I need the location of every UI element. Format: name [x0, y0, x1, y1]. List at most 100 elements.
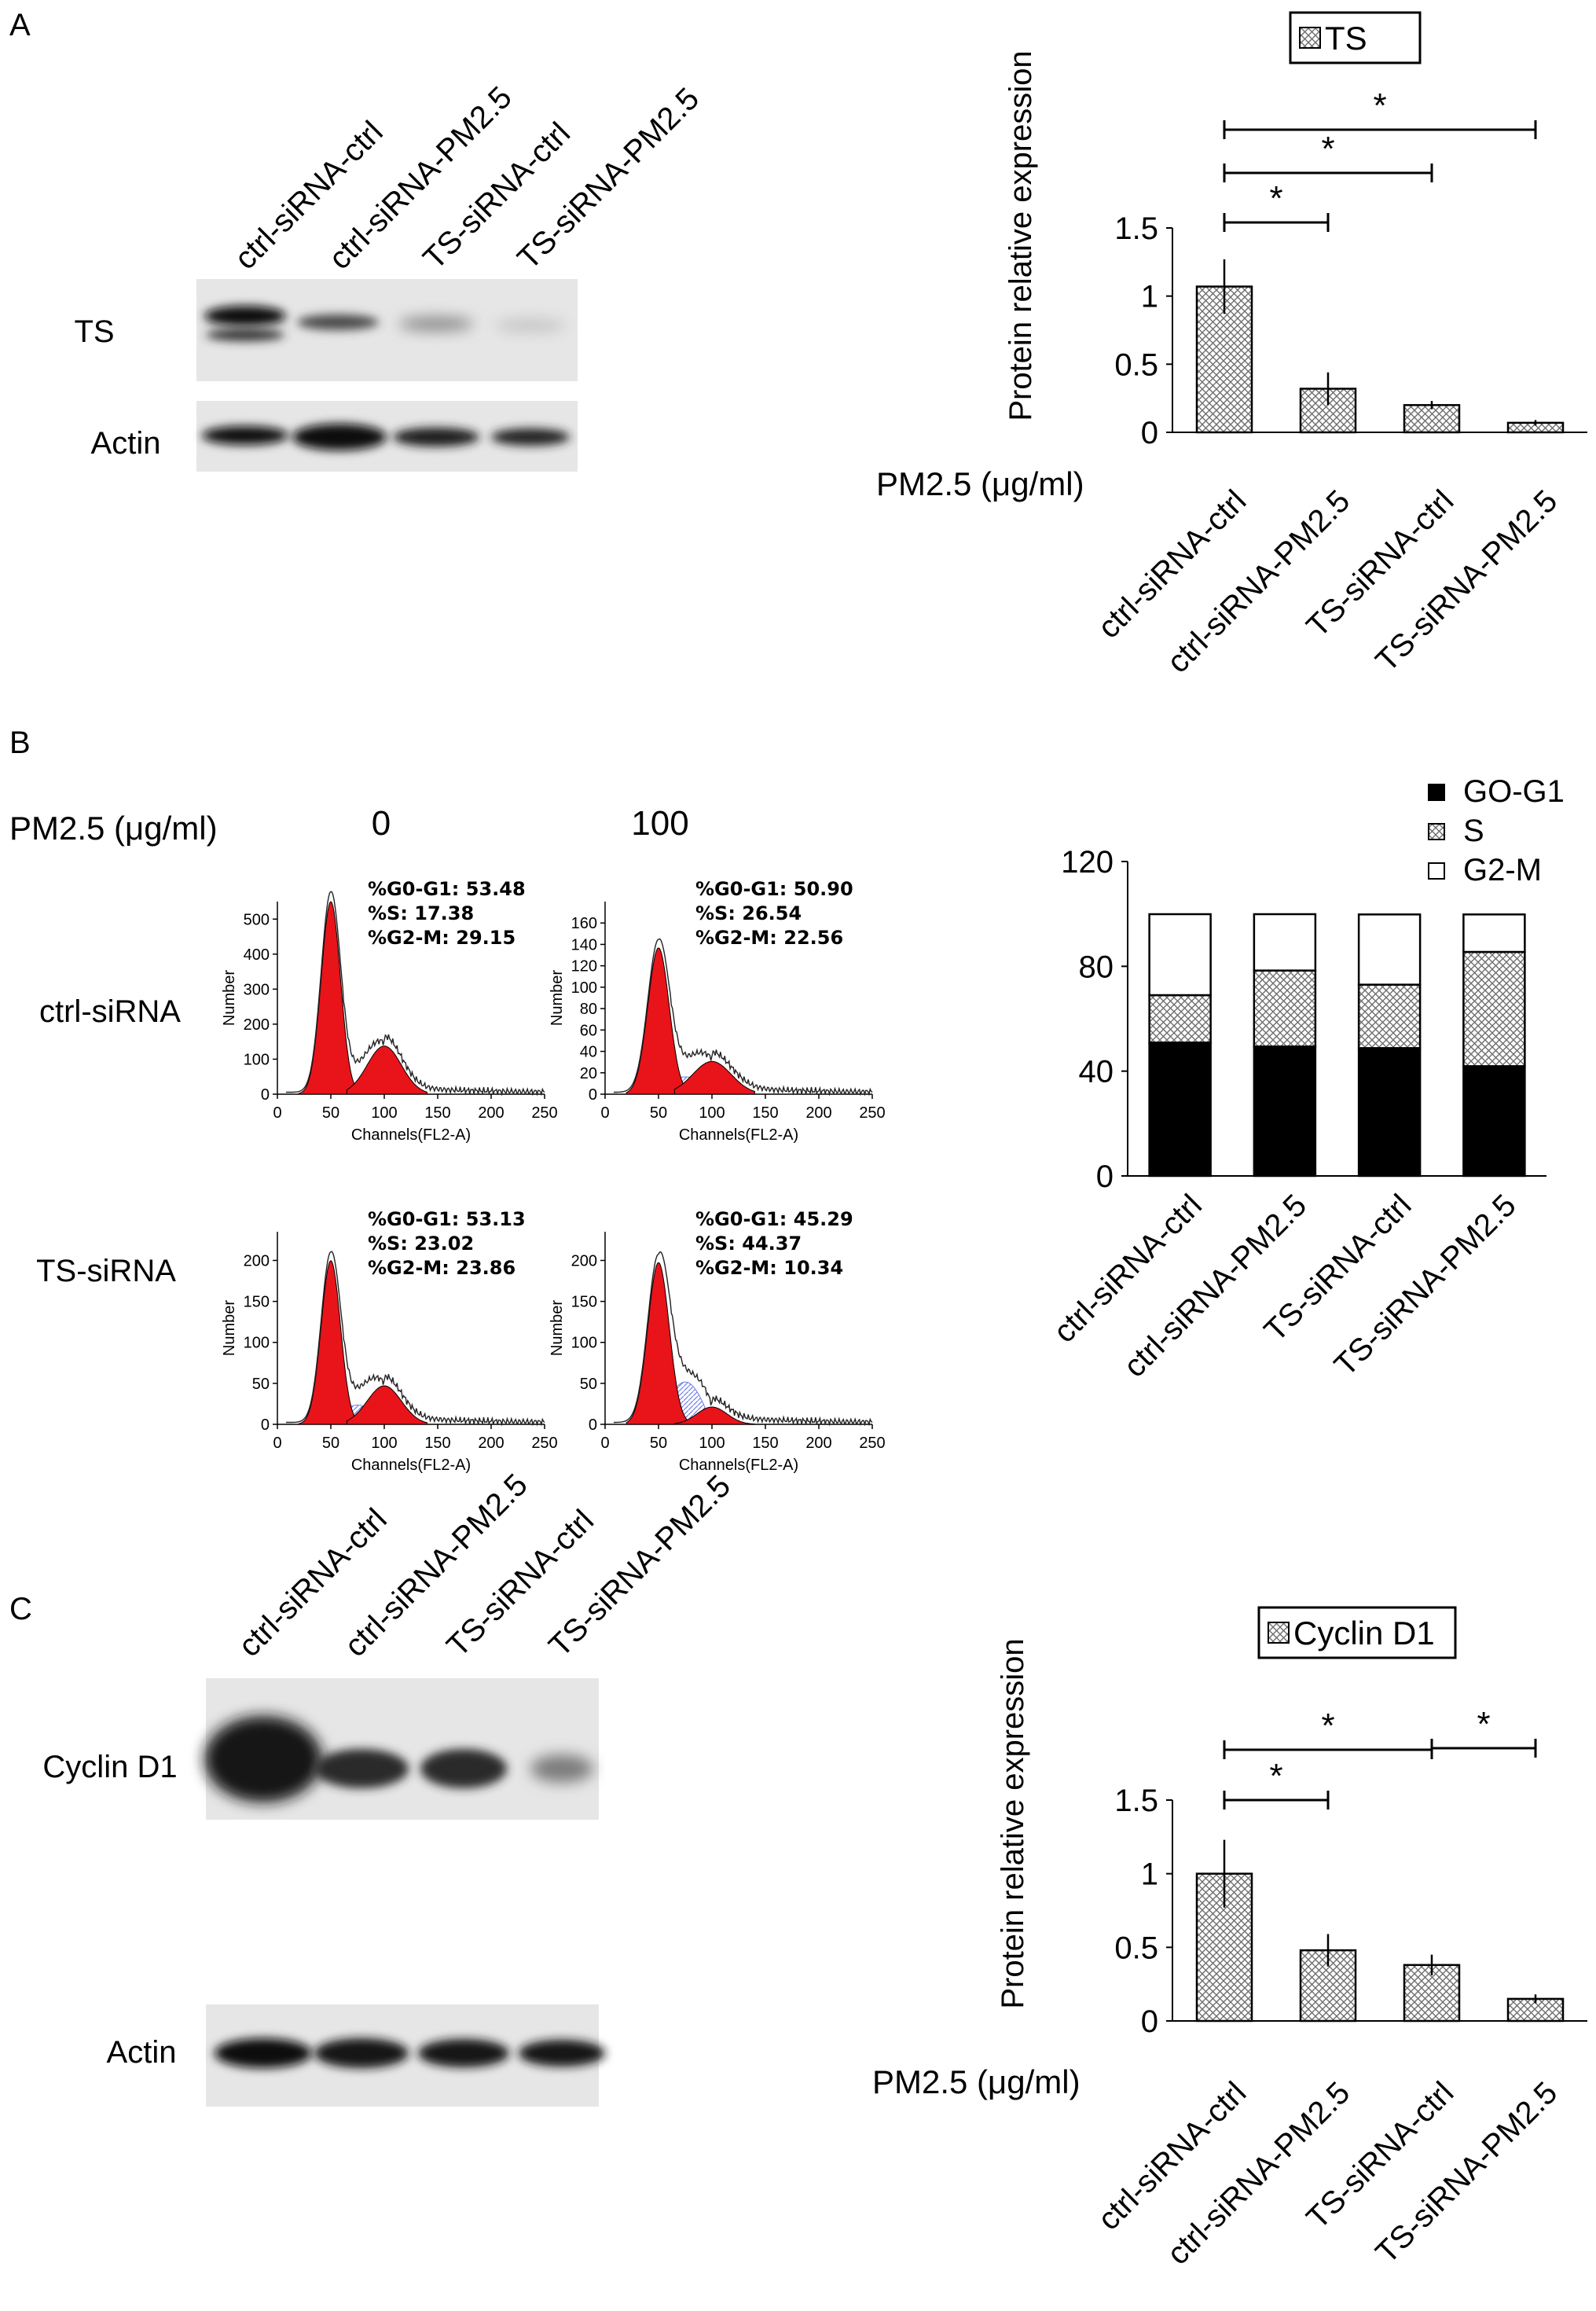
x-tick-label: ctrl-siRNA-PM2.5 [1117, 1188, 1314, 1384]
significance-marker: * [1321, 130, 1334, 168]
cell-cycle-stat: %S: 44.37 [695, 1233, 802, 1255]
x-tick-label: 200 [478, 1435, 504, 1452]
histogram-trace [285, 891, 545, 1097]
bar-segment [1357, 913, 1422, 986]
legend-swatch [1428, 823, 1445, 840]
y-tick-label: 0 [589, 1416, 597, 1434]
dose-label: 100 [631, 804, 688, 843]
y-tick-label: 0 [261, 1086, 270, 1104]
y-axis-title: Number [221, 1300, 238, 1356]
row-label: TS-siRNA [36, 1254, 176, 1288]
cell-cycle-stacked-chart: 04080120ctrl-siRNA-ctrlctrl-siRNA-PM2.5T… [1047, 774, 1564, 1384]
y-tick-label: 160 [571, 915, 597, 932]
histogram-trace [613, 1251, 873, 1427]
panel-letter-c: C [9, 1592, 32, 1626]
x-tick-label: 100 [371, 1435, 397, 1452]
bar-segment [1462, 1065, 1526, 1178]
cell-cycle-stat: %G2-M: 23.86 [368, 1257, 515, 1279]
flow-histogram: 0 50 100 150 200 250 0 50 100 150 200 Number Channel… [221, 1208, 558, 1474]
flow-histograms: 0 50 100 150 200 2500100200300400500NumberCha… [221, 878, 886, 1474]
cell-cycle-stat: %G0-G1: 53.13 [368, 1208, 526, 1230]
y-tick-label: 0.5 [1114, 1931, 1158, 1965]
y-tick-label: 400 [244, 946, 270, 964]
y-axis-title: Number [221, 970, 238, 1026]
significance-marker: * [1269, 179, 1282, 218]
lane-label: TS-siRNA-PM2.5 [542, 1468, 737, 1663]
y-tick-label: 40 [580, 1044, 597, 1061]
legend-label: GO-G1 [1463, 774, 1565, 809]
y-tick-label: 0 [589, 1086, 597, 1104]
bar [1403, 404, 1461, 434]
g2-m-peak [346, 1385, 427, 1425]
bar-segment [1253, 1045, 1317, 1178]
significance-marker: * [1269, 1757, 1282, 1795]
cell-cycle-stat: %G0-G1: 45.29 [695, 1208, 853, 1230]
y-tick-label: 50 [252, 1376, 270, 1393]
x-tick-label: 50 [322, 1435, 339, 1452]
y-axis-title: Number [549, 1300, 566, 1356]
blot-row-label: Actin [91, 426, 161, 461]
y-tick-label: 200 [571, 1252, 597, 1269]
cell-cycle-stat: %G0-G1: 50.90 [695, 878, 853, 900]
x-tick-label: 250 [859, 1104, 885, 1122]
x-tick-label: ctrl-siRNA-PM2.5 [1161, 2075, 1357, 2272]
legend-label: Cyclin D1 [1293, 1615, 1435, 1652]
y-tick-label: 150 [571, 1294, 597, 1311]
x-tick-label: 0 [600, 1435, 609, 1452]
g0-g1-peak [298, 1260, 369, 1425]
g2-m-peak [673, 1060, 755, 1095]
bar-segment [1462, 950, 1526, 1067]
x-tick-label: 250 [531, 1104, 557, 1122]
row-label: ctrl-siRNA [39, 994, 181, 1029]
legend-swatch [1299, 27, 1321, 49]
y-tick-label: 80 [1079, 950, 1114, 984]
y-tick-label: 150 [244, 1294, 270, 1311]
y-tick-label: 50 [580, 1376, 597, 1393]
significance-marker: * [1321, 1707, 1334, 1745]
blot-row-label: Cyclin D1 [42, 1750, 177, 1784]
dose-axis-label: PM2.5 (μg/ml) [872, 2063, 1081, 2100]
y-tick-label: 1.5 [1114, 1784, 1158, 1818]
legend-swatch [1268, 1622, 1290, 1644]
x-tick-label: 0 [600, 1104, 609, 1122]
cell-cycle-stat: %G2-M: 10.34 [695, 1257, 843, 1279]
x-axis-title: Channels(FL2-A) [679, 1126, 798, 1144]
lane-label: ctrl-siRNA-PM2.5 [338, 1468, 534, 1664]
histogram-trace [613, 938, 873, 1097]
cyclin-d1-expression-chart: 0 0.5 1 1.5 Protein relative expression ctrl-… [872, 1606, 1587, 2272]
x-tick-label: 200 [478, 1104, 504, 1122]
blot-bands-actin-c [215, 2038, 605, 2068]
cell-cycle-stat: %G2-M: 29.15 [368, 927, 515, 949]
histogram-trace [285, 1251, 545, 1427]
bar-segment [1462, 913, 1526, 953]
significance-marker: * [1373, 86, 1386, 125]
y-tick-label: 1 [1141, 1857, 1158, 1892]
y-tick-label: 0.5 [1114, 347, 1158, 382]
legend-label: G2-M [1463, 853, 1542, 887]
x-tick-label: 250 [859, 1435, 885, 1452]
y-tick-label: 1 [1141, 280, 1158, 314]
x-tick-label: 100 [371, 1104, 397, 1122]
y-tick-label: 200 [244, 1016, 270, 1034]
x-tick-label: 200 [805, 1435, 831, 1452]
y-tick-label: 200 [244, 1252, 270, 1269]
significance-marker: * [1477, 1705, 1490, 1743]
y-tick-label: 100 [244, 1335, 270, 1352]
x-tick-label: 150 [424, 1104, 450, 1122]
y-axis-title: Protein relative expression [996, 1638, 1030, 2008]
western-blot-a: ctrl-siRNA-ctrl ctrl-siRNA-PM2.5 TS-siRN… [74, 80, 706, 472]
legend-box [1257, 1606, 1457, 1659]
x-tick-label: 50 [322, 1104, 339, 1122]
cell-cycle-stat: %G0-G1: 53.48 [368, 878, 526, 900]
y-tick-label: 140 [571, 936, 597, 953]
x-tick-label: 150 [424, 1435, 450, 1452]
y-tick-label: 120 [571, 958, 597, 975]
x-tick-label: 100 [699, 1435, 725, 1452]
panel-letter-b: B [9, 726, 31, 760]
y-tick-label: 0 [1096, 1159, 1114, 1194]
x-tick-label: 150 [752, 1435, 778, 1452]
dose-label: 0 [372, 804, 391, 843]
blot-bands-cyclin [204, 1716, 593, 1802]
y-axis-title: Protein relative expression [1003, 50, 1038, 421]
blot-row-label: TS [74, 314, 114, 349]
